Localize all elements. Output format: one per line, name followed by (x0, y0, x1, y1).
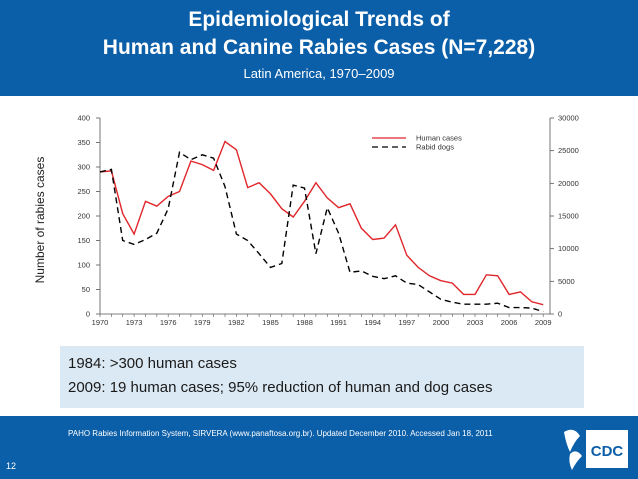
callout-line-1984: 1984: >300 human cases (68, 355, 237, 372)
page-number: 12 (6, 461, 17, 471)
x-tick-label: 1970 (92, 318, 109, 327)
slide-footer: PAHO Rabies Information System, SIRVERA … (0, 416, 638, 479)
left-y-ticks: 0 50 100 150 200 250 300 350 400 (77, 114, 100, 319)
legend-label: Rabid dogs (416, 143, 454, 152)
cdc-logo: CDC (564, 429, 628, 470)
cdc-logo-text: CDC (591, 443, 624, 460)
left-tick-label: 0 (86, 310, 90, 319)
series-line-rabid-dogs (99, 151, 544, 313)
slide-title-line2: Human and Canine Rabies Cases (N=7,228) (102, 36, 536, 59)
callout-line-2009: 2009: 19 human cases; 95% reduction of h… (68, 379, 493, 396)
left-tick-label: 50 (82, 285, 90, 294)
slide-title-line1: Epidemiological Trends of (188, 8, 450, 31)
x-tick-label: 1976 (160, 318, 177, 327)
x-tick-label: 2003 (467, 318, 484, 327)
right-tick-label: 0 (558, 310, 562, 319)
left-tick-label: 400 (77, 114, 90, 123)
cdc-logo-box (586, 430, 628, 468)
x-tick-label: 1982 (228, 318, 245, 327)
series-group (99, 140, 544, 313)
right-tick-label: 30000 (558, 114, 579, 123)
left-tick-label: 200 (77, 212, 90, 221)
x-ticks: 1970 1973 1976 1979 1982 1985 1988 1991 1994 1997… (92, 314, 552, 327)
hhs-eagle-icon (564, 429, 582, 470)
left-tick-label: 150 (77, 236, 90, 245)
right-tick-label: 15000 (558, 212, 579, 221)
left-tick-label: 100 (77, 261, 90, 270)
left-tick-label: 300 (77, 163, 90, 172)
right-tick-label: 25000 (558, 146, 579, 155)
x-tick-label: 1973 (126, 318, 143, 327)
series-line-human-cases (99, 140, 544, 306)
x-tick-label: 2006 (501, 318, 518, 327)
right-axis-group: 0 5000 10000 15000 20000 25000 30000 (549, 114, 579, 319)
left-tick-label: 250 (77, 187, 90, 196)
x-tick-label: 1979 (194, 318, 211, 327)
x-tick-label: 1991 (330, 318, 347, 327)
right-y-ticks: 0 5000 10000 15000 20000 25000 30000 (550, 114, 579, 319)
x-tick-label: 2000 (433, 318, 450, 327)
slide-header: Epidemiological Trends of Human and Cani… (0, 0, 638, 96)
x-tick-label: 1997 (398, 318, 415, 327)
rabies-line-chart: 0 50 100 150 200 250 300 350 400 0 5000 10000 15000… (33, 114, 579, 328)
right-tick-label: 20000 (558, 179, 579, 188)
right-tick-label: 10000 (558, 244, 579, 253)
right-tick-label: 5000 (558, 277, 575, 286)
slide-subtitle: Latin America, 1970–2009 (243, 66, 395, 81)
x-tick-label: 1988 (296, 318, 313, 327)
y-axis-label: Number of rabies cases (33, 157, 47, 284)
callout-box: 1984: >300 human cases 2009: 19 human ca… (60, 346, 584, 408)
left-axis-group: 0 50 100 150 200 250 300 350 400 (77, 114, 101, 319)
legend-label: Human cases (416, 134, 462, 143)
x-tick-label: 1994 (364, 318, 381, 327)
source-citation: PAHO Rabies Information System, SIRVERA … (68, 429, 493, 438)
x-tick-label: 2009 (535, 318, 552, 327)
x-tick-label: 1985 (262, 318, 279, 327)
left-tick-label: 350 (77, 138, 90, 147)
